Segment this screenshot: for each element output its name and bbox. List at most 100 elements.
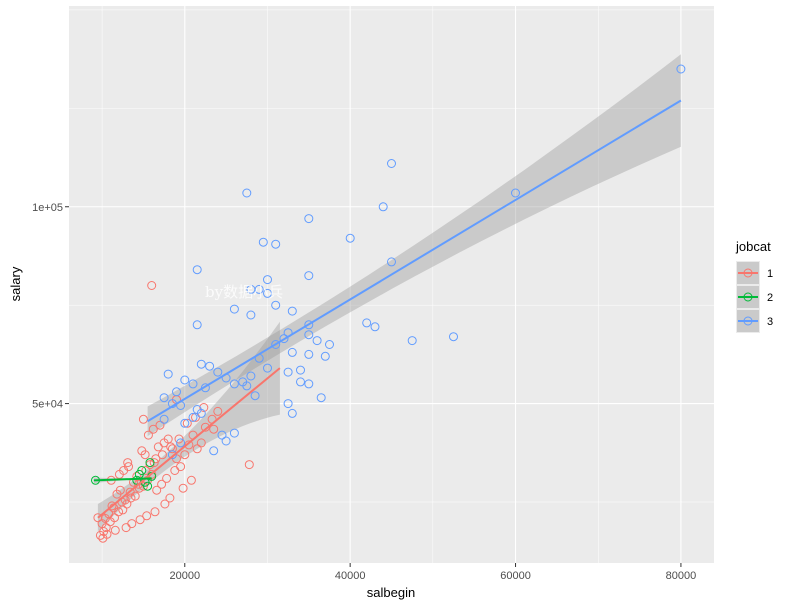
data-point-3 <box>188 412 198 422</box>
data-point-1 <box>160 499 170 509</box>
data-point-3 <box>304 379 314 389</box>
data-point-3 <box>378 202 388 212</box>
data-point-1 <box>178 483 188 493</box>
data-point-3 <box>271 239 281 249</box>
x-axis-ticks: 20000 40000 60000 80000 <box>169 563 696 582</box>
fit-lines <box>93 99 682 519</box>
plot-panel <box>69 6 714 563</box>
data-point-1 <box>143 430 153 440</box>
watermark: by数据小兵 <box>205 283 283 301</box>
data-point-2 <box>143 481 153 491</box>
data-point-3 <box>511 188 520 198</box>
data-point-3 <box>205 361 215 371</box>
data-point-1 <box>138 481 148 491</box>
data-point-1 <box>170 466 180 475</box>
data-point-3 <box>213 367 223 377</box>
y-axis-ticks: 5e+04 1e+05 <box>32 202 69 411</box>
data-point-3 <box>312 336 322 346</box>
x-tick-label: 40000 <box>335 570 366 582</box>
fit-line-1 <box>97 367 281 519</box>
data-point-3 <box>180 375 190 385</box>
data-point-1 <box>93 513 103 523</box>
data-point-1 <box>110 525 120 535</box>
data-point-1 <box>163 434 173 444</box>
data-point-3 <box>283 399 293 409</box>
data-point-1 <box>213 406 223 416</box>
data-point-3 <box>296 377 305 387</box>
legend-label: 2 <box>767 292 773 304</box>
data-point-3 <box>176 438 186 448</box>
data-point-1 <box>192 444 202 454</box>
data-point-1 <box>199 403 209 412</box>
data-point-1 <box>155 420 165 430</box>
data-point-1 <box>196 438 206 448</box>
data-point-1 <box>142 511 152 521</box>
legend: jobcat 1 2 3 <box>735 239 773 333</box>
x-tick-label: 80000 <box>666 570 697 582</box>
y-axis-title: salary <box>8 266 23 301</box>
data-point-1 <box>209 424 219 434</box>
data-point-3 <box>449 332 458 342</box>
data-point-1 <box>150 507 160 517</box>
data-point-3 <box>188 379 198 389</box>
data-point-3 <box>196 359 206 369</box>
data-point-3 <box>229 428 239 438</box>
data-point-3 <box>271 340 281 349</box>
data-point-1 <box>121 523 131 533</box>
data-point-3 <box>229 379 239 389</box>
data-point-1 <box>148 424 158 434</box>
data-point-3 <box>263 288 272 298</box>
data-point-3 <box>287 306 297 316</box>
data-point-3 <box>296 365 305 375</box>
data-point-3 <box>246 371 256 381</box>
data-point-1 <box>124 462 133 472</box>
data-point-1 <box>126 493 136 503</box>
data-point-2 <box>132 475 142 485</box>
fit-line-3 <box>147 99 682 423</box>
data-point-1 <box>98 533 108 543</box>
data-point-3 <box>242 381 252 391</box>
data-point-3 <box>316 393 326 403</box>
legend-key-point <box>743 316 753 326</box>
data-point-3 <box>209 446 219 456</box>
data-point-3 <box>271 300 281 310</box>
data-point-1 <box>135 515 145 525</box>
data-point-1 <box>162 473 172 483</box>
data-point-1 <box>180 450 190 460</box>
data-point-3 <box>304 330 314 340</box>
data-point-3 <box>242 188 252 198</box>
x-tick-label: 60000 <box>500 570 531 582</box>
data-point-3 <box>387 159 396 168</box>
data-point-1 <box>184 440 194 450</box>
legend-key-point <box>743 292 753 302</box>
data-point-3 <box>163 369 173 379</box>
data-point-1 <box>149 458 159 468</box>
data-point-3 <box>407 336 417 346</box>
data-point-3 <box>192 320 202 330</box>
data-point-3 <box>320 351 330 361</box>
y-tick-label: 5e+04 <box>32 399 63 411</box>
data-point-3 <box>676 64 686 74</box>
data-point-1 <box>122 499 132 509</box>
data-point-3 <box>167 450 177 460</box>
grid-lines <box>69 6 714 563</box>
legend-title: jobcat <box>735 239 771 254</box>
data-point-1 <box>141 466 151 475</box>
data-point-1 <box>125 487 135 497</box>
data-point-3 <box>196 408 206 418</box>
data-point-3 <box>221 436 231 446</box>
data-point-3 <box>217 430 227 440</box>
data-point-3 <box>263 363 272 373</box>
data-point-3 <box>180 418 190 428</box>
data-point-1 <box>138 414 148 424</box>
data-point-1 <box>174 434 184 444</box>
data-point-3 <box>345 233 355 243</box>
data-point-1 <box>157 479 167 489</box>
data-point-1 <box>114 469 124 479</box>
data-point-3 <box>250 391 260 401</box>
data-point-1 <box>123 458 133 468</box>
data-point-3 <box>287 347 297 357</box>
data-point-3 <box>304 349 314 359</box>
data-point-1 <box>167 444 177 454</box>
